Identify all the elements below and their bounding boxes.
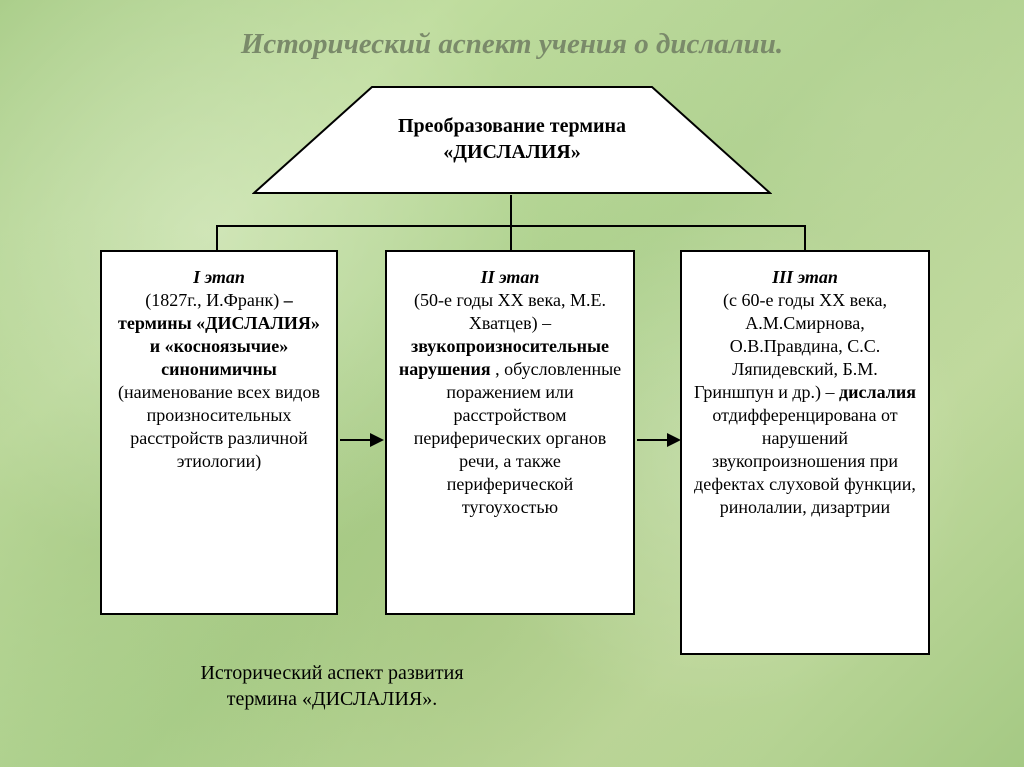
trapezoid-text: Преобразование термина «ДИСЛАЛИЯ» xyxy=(252,113,772,165)
caption-line2: термина «ДИСЛАЛИЯ». xyxy=(227,688,438,710)
caption: Исторический аспект развития термина «ДИ… xyxy=(0,660,664,712)
stage-box-1: I этап (1827г., И.Франк) – термины «ДИСЛ… xyxy=(100,250,338,615)
stage-3-rest: отдифференцирована от нарушений звукопро… xyxy=(694,405,916,517)
arrow-1to2 xyxy=(340,430,384,450)
caption-line1: Исторический аспект развития xyxy=(200,662,463,684)
stage-1-sub: (1827г., И.Франк) xyxy=(145,290,279,310)
trapezoid-line1: Преобразование термина xyxy=(398,115,626,137)
connector-drop-3 xyxy=(804,225,806,250)
connector-drop-2 xyxy=(510,225,512,250)
stage-2-sub: (50-е годы XX века, М.Е. Хватцев) – xyxy=(414,290,606,333)
stage-1-head: I этап xyxy=(193,267,245,287)
stage-box-3: III этап (с 60-е годы XX века, А.М.Смирн… xyxy=(680,250,930,655)
stage-3-head: III этап xyxy=(772,267,838,287)
trapezoid-header: Преобразование термина «ДИСЛАЛИЯ» xyxy=(252,85,772,195)
slide-title: Исторический аспект учения о дислалии. xyxy=(0,28,1024,61)
stage-1-rest: (наименование всех видов произносительны… xyxy=(118,382,320,471)
arrow-2to3 xyxy=(637,430,681,450)
connector-drop-1 xyxy=(216,225,218,250)
connector-vertical-main xyxy=(510,195,512,225)
stage-box-2: II этап (50-е годы XX века, М.Е. Хватцев… xyxy=(385,250,635,615)
stage-3-bold: дислалия xyxy=(839,382,916,402)
stage-2-rest: , обусловленные поражением или расстройс… xyxy=(414,359,621,517)
trapezoid-line2: «ДИСЛАЛИЯ» xyxy=(443,141,581,163)
stage-2-head: II этап xyxy=(481,267,540,287)
